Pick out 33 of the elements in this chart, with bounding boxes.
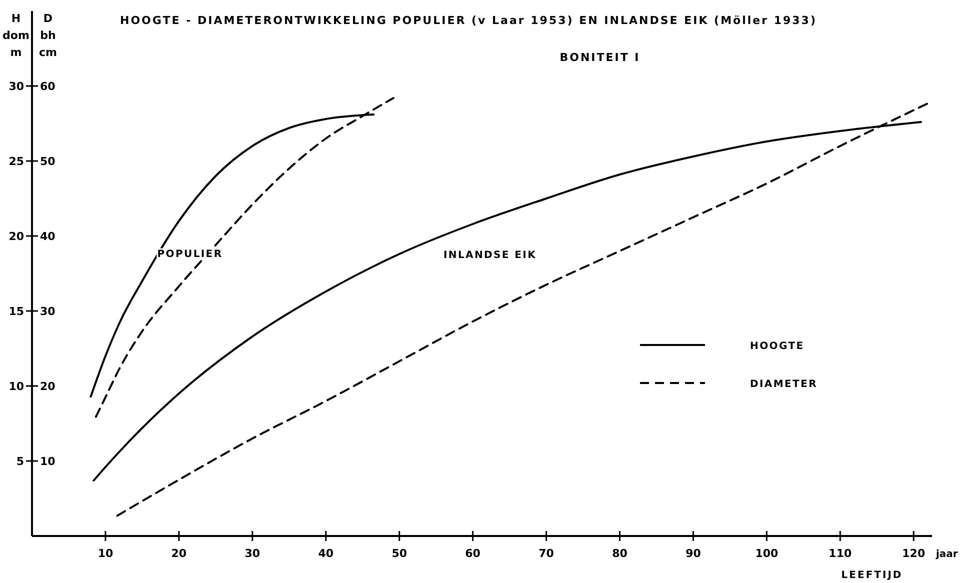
y-tick-label: 25 [8,155,24,168]
x-tick-label: 50 [392,547,408,560]
x-tick-label: 100 [755,547,779,560]
y2-axis-title: D bh cm [39,12,57,59]
text: BONITEIT I [560,51,640,64]
annotation: DIAMETER [750,379,818,390]
x-tick-label: 80 [612,547,628,560]
y-tick-label: 5 [16,455,24,468]
text: jaar [935,549,958,560]
y2-tick-label: 60 [40,80,56,93]
annotation: INLANDSE EIK [443,250,537,261]
x-tick-label: 60 [465,547,481,560]
y2-tick-label: 40 [40,230,56,243]
y-tick-label: 20 [8,230,24,243]
y-axis-title: H dom m [2,12,30,59]
x-tick-label: 110 [828,547,852,560]
x-tick-label: 10 [98,547,114,560]
x-tick-label: 30 [244,547,260,560]
y2-tick-label: 50 [40,155,56,168]
y-tick-label: 15 [8,305,24,318]
y-tick-label: 10 [8,380,24,393]
x-tick-label: 40 [318,547,334,560]
x-tick-label: 120 [902,547,926,560]
x-tick-label: 70 [538,547,554,560]
chart-title: HOOGTE - DIAMETERONTWIKKELING POPULIER (v Laar 1953) EN INLANDSE EIK (Möller 1933) [120,14,817,27]
y2-tick-label: 20 [40,380,56,393]
x-tick-label: 20 [171,547,187,560]
y2-tick-label: 10 [40,455,56,468]
y-tick-label: 30 [8,80,24,93]
annotation: HOOGTE [750,341,804,352]
x-axis-title: LEEFTIJD [841,570,903,581]
x-tick-label: 90 [686,547,702,560]
y2-tick-label: 30 [40,305,56,318]
